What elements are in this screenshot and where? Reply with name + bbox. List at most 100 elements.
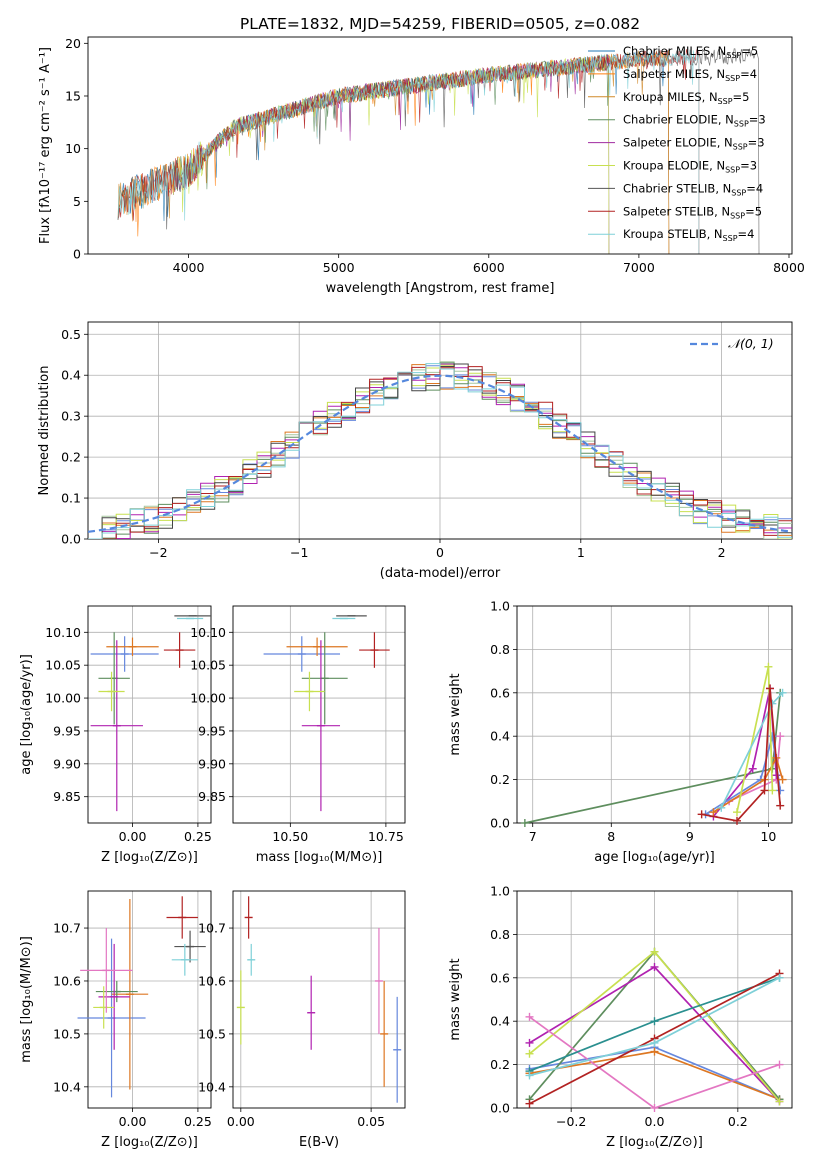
age_vs_z-panel: 0.00 0.25 9.85 9.90 9.95 10.00 10.05 10.10 Z [lo… bbox=[19, 605, 212, 865]
weight_vs_z-panel: −0.2 0.0 0.2 0.0 0.2 0.4 0.6 0.8 1.0 Z [log₁₀(Z/Z… bbox=[448, 884, 793, 1150]
y-tick-label: 10.5 bbox=[198, 1026, 226, 1041]
x-axis-label: mass [log₁₀(M/M⊙)] bbox=[256, 850, 383, 865]
y-axis-label: Flux [fλ10⁻¹⁷ erg cm⁻² s⁻¹ A⁻¹] bbox=[38, 47, 53, 244]
legend-entry: Salpeter MILES, NSSP=4 bbox=[623, 67, 757, 83]
legend-subscript: SSP bbox=[723, 234, 738, 243]
axes-frame bbox=[87, 321, 793, 540]
legend-entry: Chabrier STELIB, NSSP=4 bbox=[623, 181, 763, 197]
axes-frame bbox=[87, 890, 212, 1109]
legend-suffix: =4 bbox=[738, 227, 755, 241]
y-tick-label: 0.8 bbox=[490, 927, 510, 942]
y-axis-label: mass [log₁₀(M/M⊙)] bbox=[19, 936, 34, 1063]
y-tick-label: 0.4 bbox=[490, 729, 510, 744]
y-axis-label: mass weight bbox=[448, 958, 463, 1040]
y-tick-label: 10.4 bbox=[198, 1079, 226, 1094]
y-tick-label: 10.00 bbox=[190, 691, 226, 706]
histogram-series bbox=[88, 363, 792, 539]
legend-suffix: =3 bbox=[748, 136, 765, 150]
y-tick-label: 10.00 bbox=[45, 691, 81, 706]
y-tick-label: 9.95 bbox=[198, 723, 226, 738]
y-axis-label: age [log₁₀(age/yr)] bbox=[19, 654, 34, 775]
axes-frame bbox=[232, 890, 406, 1109]
x-tick-label: 7000 bbox=[623, 260, 655, 275]
legend-subscript: SSP bbox=[733, 143, 748, 152]
x-tick-label: 0.25 bbox=[184, 829, 212, 844]
legend-subscript: SSP bbox=[730, 211, 745, 220]
x-tick-label: 10.50 bbox=[272, 829, 308, 844]
y-tick-label: 10.6 bbox=[53, 973, 81, 988]
y-tick-label: 0.1 bbox=[61, 491, 81, 506]
axes-frame bbox=[232, 605, 406, 824]
x-axis-label: Z [log₁₀(Z/Z⊙)] bbox=[101, 850, 198, 865]
y-tick-label: 1.0 bbox=[490, 884, 510, 899]
y-tick-label: 10.05 bbox=[45, 658, 81, 673]
y-tick-label: 5 bbox=[73, 194, 81, 209]
y-tick-label: 0.4 bbox=[61, 368, 81, 383]
y-tick-label: 0.3 bbox=[61, 409, 81, 424]
y-tick-label: 10.6 bbox=[198, 973, 226, 988]
histograms bbox=[88, 361, 792, 539]
y-tick-label: 9.90 bbox=[198, 756, 226, 771]
y-tick-label: 10.05 bbox=[190, 658, 226, 673]
y-axis-label: mass weight bbox=[448, 673, 463, 755]
x-tick-label: 0 bbox=[436, 545, 444, 560]
y-tick-label: 10.7 bbox=[198, 921, 226, 936]
weight-series-line bbox=[524, 692, 782, 824]
legend-suffix: =5 bbox=[733, 90, 750, 104]
x-axis-label: (data-model)/error bbox=[380, 566, 501, 581]
mass_vs_ebv-panel: 0.00 0.05 10.4 10.5 10.6 10.7 E(B-V) bbox=[198, 890, 406, 1150]
x-tick-label: 2 bbox=[718, 545, 726, 560]
legend-entry: Salpeter STELIB, NSSP=5 bbox=[623, 204, 762, 220]
age_vs_mass-panel: 10.50 10.75 9.85 9.90 9.95 10.00 10.05 10.10 mas… bbox=[190, 605, 406, 865]
y-axis-label: Normed distribution bbox=[37, 366, 52, 496]
y-tick-label: 10.5 bbox=[53, 1026, 81, 1041]
y-tick-label: 10.4 bbox=[53, 1079, 81, 1094]
spectrum-lines bbox=[117, 48, 760, 254]
y-tick-label: 0.2 bbox=[490, 772, 510, 787]
y-tick-label: 0.0 bbox=[490, 816, 510, 831]
legend-suffix: =4 bbox=[746, 181, 763, 195]
y-tick-label: 0.2 bbox=[490, 1057, 510, 1072]
x-tick-label: −0.2 bbox=[556, 1114, 586, 1129]
x-tick-label: 8 bbox=[607, 829, 615, 844]
y-tick-label: 0.6 bbox=[490, 685, 510, 700]
y-tick-label: 0.8 bbox=[490, 642, 510, 657]
x-tick-label: 10.75 bbox=[368, 829, 404, 844]
legend-entry: Salpeter ELODIE, NSSP=3 bbox=[623, 136, 765, 152]
normal-curve bbox=[88, 374, 792, 533]
x-tick-label: 0.25 bbox=[184, 1114, 212, 1129]
legend-suffix: =3 bbox=[749, 113, 766, 127]
y-tick-label: 0 bbox=[73, 247, 81, 262]
y-tick-label: 0.0 bbox=[61, 532, 81, 547]
y-tick-label: 0.5 bbox=[61, 327, 81, 342]
x-tick-label: −2 bbox=[149, 545, 167, 560]
y-tick-label: 9.85 bbox=[53, 789, 81, 804]
histogram-series bbox=[88, 363, 792, 539]
x-tick-label: 10 bbox=[760, 829, 776, 844]
legend-subscript: SSP bbox=[718, 97, 733, 106]
x-axis-label: E(B-V) bbox=[299, 1135, 339, 1150]
y-tick-label: 0.2 bbox=[61, 450, 81, 465]
x-tick-label: 8000 bbox=[773, 260, 805, 275]
legend-entry: Chabrier ELODIE, NSSP=3 bbox=[623, 113, 766, 129]
spectrum-series-line bbox=[117, 49, 700, 254]
mass_vs_z-panel: 0.00 0.25 10.4 10.5 10.6 10.7 Z [log₁₀(Z/Z⊙)] m… bbox=[19, 890, 212, 1150]
x-tick-label: 0.05 bbox=[357, 1114, 385, 1129]
y-tick-label: 10.7 bbox=[53, 921, 81, 936]
x-axis-label: Z [log₁₀(Z/Z⊙)] bbox=[101, 1135, 198, 1150]
legend-subscript: SSP bbox=[726, 51, 741, 60]
x-axis-label: wavelength [Angstrom, rest frame] bbox=[326, 281, 555, 296]
x-tick-label: 4000 bbox=[173, 260, 205, 275]
legend-subscript: SSP bbox=[725, 74, 740, 83]
x-tick-label: 9 bbox=[686, 829, 694, 844]
x-tick-label: 0.2 bbox=[728, 1114, 748, 1129]
y-tick-label: 10 bbox=[65, 141, 81, 156]
legend-subscript: SSP bbox=[734, 120, 749, 129]
x-tick-label: 7 bbox=[529, 829, 537, 844]
x-tick-label: −1 bbox=[290, 545, 308, 560]
axes-frame bbox=[87, 605, 212, 824]
x-tick-label: 1 bbox=[577, 545, 585, 560]
y-tick-label: 0.4 bbox=[490, 1014, 510, 1029]
